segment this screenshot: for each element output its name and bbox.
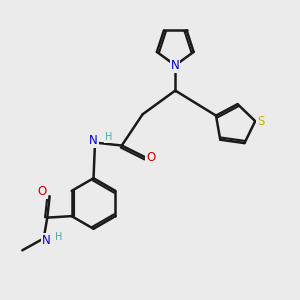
Text: H: H (105, 132, 112, 142)
Text: N: N (42, 234, 51, 247)
Text: N: N (171, 59, 180, 72)
Text: N: N (89, 134, 98, 147)
Text: S: S (257, 115, 264, 128)
Text: H: H (56, 232, 63, 242)
Text: O: O (146, 151, 155, 164)
Text: O: O (38, 185, 47, 198)
